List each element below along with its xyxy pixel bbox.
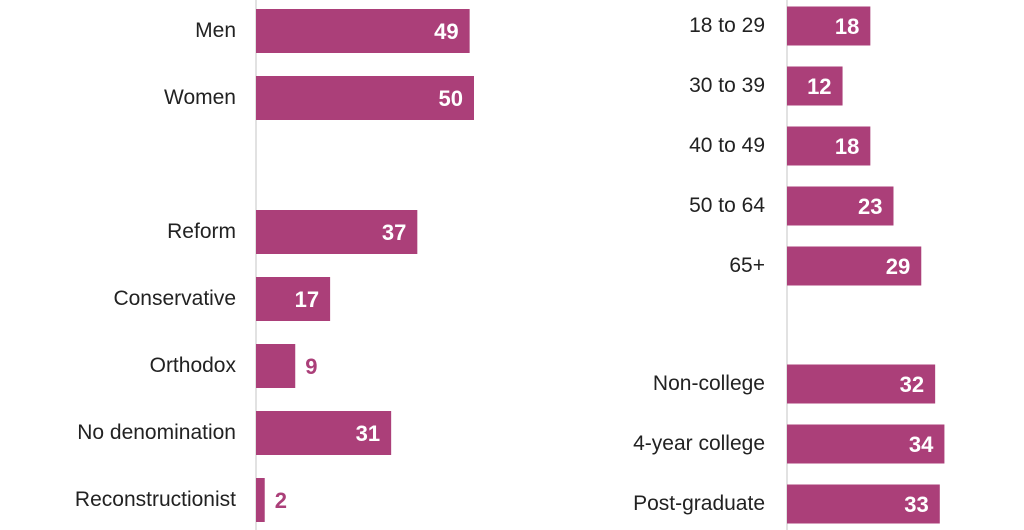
bar-post-graduate: [787, 484, 940, 524]
data-label-reform: 37: [382, 220, 406, 245]
data-label-18-to-29: 18: [835, 14, 859, 39]
category-label-4-year-college: 4-year college: [633, 432, 765, 455]
bar-18-to-29: [787, 6, 871, 46]
bar-women: [256, 76, 474, 120]
data-label-no-denomination: 31: [356, 421, 380, 446]
bar-men: [256, 9, 470, 53]
category-label-orthodox: Orthodox: [149, 354, 236, 377]
bar-chart-svg: 18 12 18 23 29 32 34 33: [786, 0, 945, 530]
category-label-post-graduate: Post-graduate: [633, 492, 765, 515]
right-chart-panel: 18 12 18 23 29 32 34 33 18 to 29 30 to 39 40 to 49…: [512, 0, 1024, 530]
category-label-65: 65+: [729, 254, 765, 277]
bar-chart-svg: 49 50 37 17 9 31 2: [255, 0, 474, 530]
category-label-50-to-64: 50 to 64: [689, 194, 765, 217]
category-label-conservative: Conservative: [113, 287, 236, 310]
data-label-men: 49: [434, 19, 458, 44]
data-label-30-to-39: 12: [807, 74, 831, 99]
category-label-men: Men: [195, 19, 236, 42]
bar-reform: [256, 210, 418, 254]
data-label-non-college: 32: [900, 372, 924, 397]
bar-30-to-39: [787, 66, 843, 106]
category-label-reform: Reform: [167, 220, 236, 243]
data-label-conservative: 17: [295, 287, 319, 312]
data-label-40-to-49: 18: [835, 134, 859, 159]
category-label-18-to-29: 18 to 29: [689, 14, 765, 37]
bar-4-year-college: [787, 424, 945, 464]
bar-40-to-49: [787, 126, 871, 166]
bar-orthodox: [256, 344, 296, 388]
data-label-women: 50: [439, 86, 463, 111]
data-label-4-year-college: 34: [909, 432, 934, 457]
data-label-50-to-64: 23: [858, 194, 882, 219]
bar-non-college: [787, 364, 936, 404]
data-label-post-graduate: 33: [904, 492, 928, 517]
bar-conservative: [256, 277, 331, 321]
category-label-women: Women: [164, 86, 236, 109]
category-label-40-to-49: 40 to 49: [689, 134, 765, 157]
bar-no-denomination: [256, 411, 392, 455]
data-label-reconstructionist: 2: [275, 488, 287, 513]
category-label-non-college: Non-college: [652, 372, 765, 395]
category-label-reconstructionist: Reconstructionist: [74, 488, 236, 511]
category-label-30-to-39: 30 to 39: [689, 74, 765, 97]
bar-reconstructionist: [256, 478, 265, 522]
category-label-no-denomination: No denomination: [77, 421, 236, 444]
data-label-orthodox: 9: [305, 354, 317, 379]
left-chart-panel: 49 50 37 17 9 31 2 Men Women Reform Conservative Or…: [74, 0, 474, 530]
bar-65: [787, 246, 922, 286]
bar-50-to-64: [787, 186, 894, 226]
data-label-65: 29: [886, 254, 910, 279]
